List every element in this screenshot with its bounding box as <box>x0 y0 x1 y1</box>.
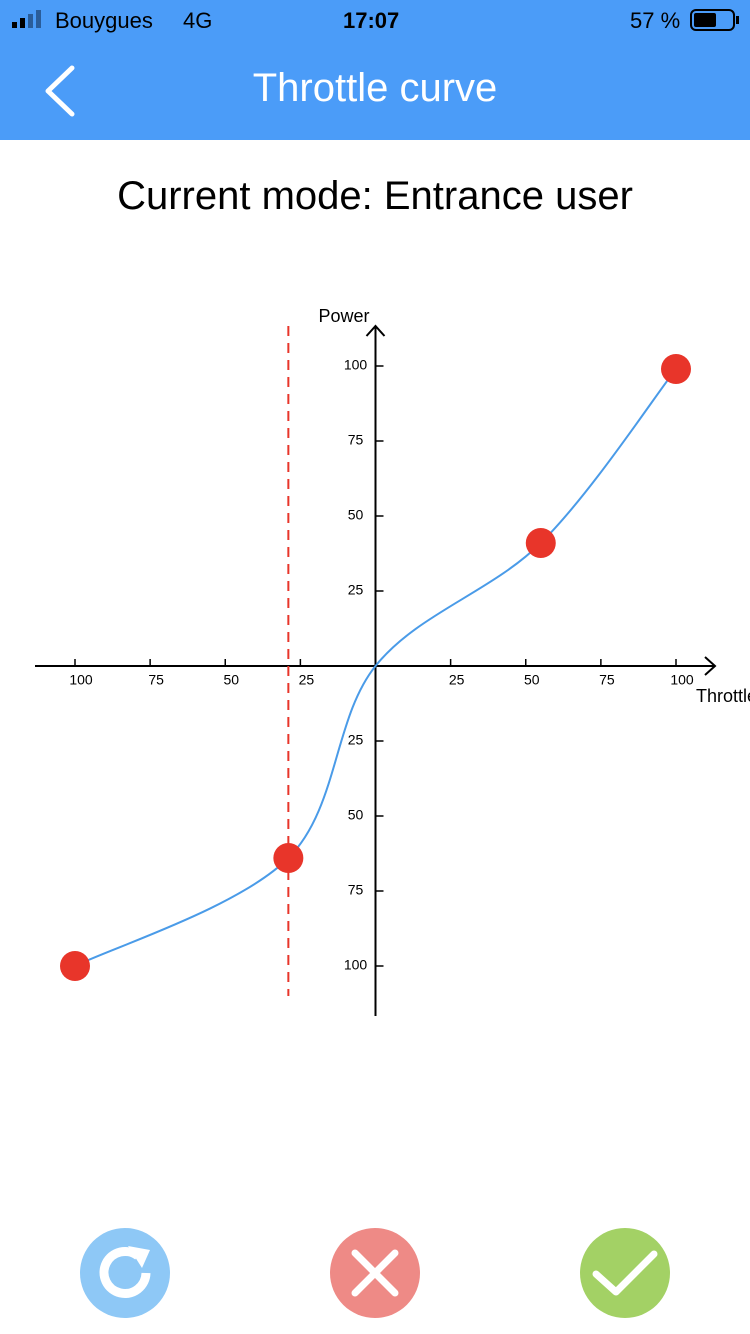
y-tick-label: 50 <box>348 507 364 523</box>
control-point <box>661 354 691 384</box>
x-tick-label: 100 <box>670 672 694 688</box>
back-button[interactable] <box>40 64 80 118</box>
y-tick-label: 50 <box>348 807 364 823</box>
control-point <box>525 528 556 558</box>
signal-icon <box>12 10 41 28</box>
x-tick-label: 25 <box>449 672 465 688</box>
y-tick-label: 75 <box>348 432 364 448</box>
battery-text: 57 % <box>630 8 681 33</box>
x-axis-arrow <box>704 656 717 676</box>
y-tick-label: 100 <box>344 957 368 973</box>
x-tick-label: 50 <box>223 672 239 688</box>
x-tick-label: 100 <box>69 672 93 688</box>
y-tick-label: 100 <box>344 357 368 373</box>
battery-icon <box>690 9 739 31</box>
x-axis-label: Throttle <box>696 686 750 706</box>
mode-label: Current mode: Entrance user <box>117 174 633 218</box>
control-point <box>60 951 90 981</box>
confirm-button[interactable] <box>580 1228 670 1318</box>
y-tick-label: 75 <box>348 882 364 898</box>
header: Bouygues 4G 17:07 57 % Throttle curve <box>0 0 750 140</box>
y-tick-label: 25 <box>348 582 364 598</box>
y-axis-arrow <box>365 324 386 337</box>
nav-title: Throttle curve <box>252 66 498 110</box>
y-axis-label: Power <box>318 306 369 326</box>
cancel-button[interactable] <box>330 1228 420 1318</box>
reset-button[interactable] <box>80 1228 170 1318</box>
network: 4G <box>183 8 213 33</box>
control-point <box>273 843 304 873</box>
curve <box>74 368 677 967</box>
x-tick-label: 25 <box>299 672 315 688</box>
carrier: Bouygues <box>55 8 153 33</box>
x-tick-label: 75 <box>599 672 615 688</box>
y-tick-label: 25 <box>348 732 364 748</box>
clock: 17:07 <box>343 8 400 33</box>
x-tick-label: 50 <box>524 672 540 688</box>
x-tick-label: 75 <box>148 672 164 688</box>
